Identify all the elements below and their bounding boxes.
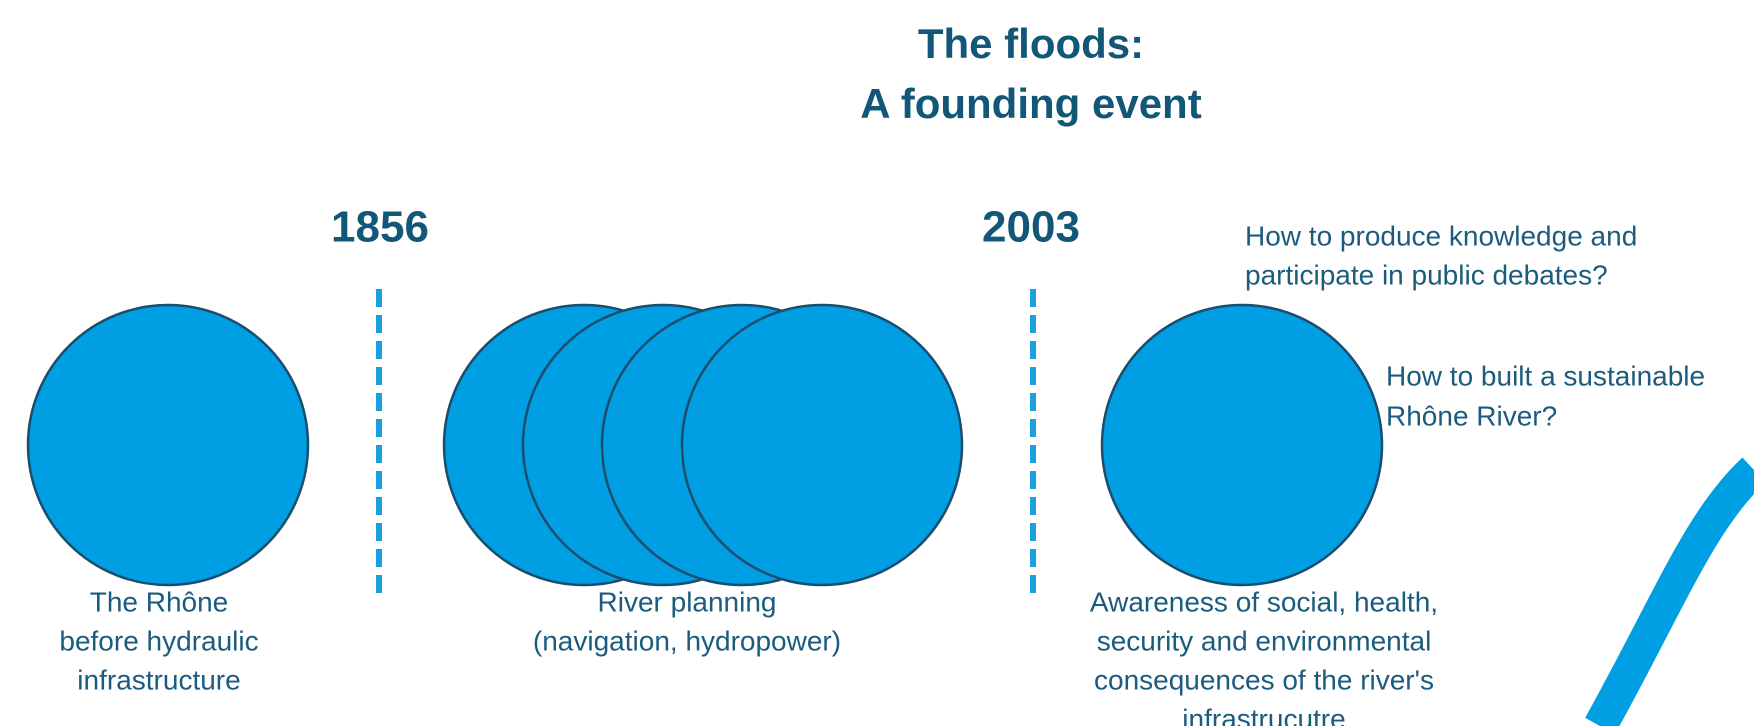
circle [28,305,308,585]
question: Rhône River? [1386,400,1557,431]
period-label: consequences of the river's [1094,664,1434,695]
circle [1102,305,1382,585]
period-label: security and environmental [1097,625,1432,656]
year: 2003 [982,203,1080,252]
period-label: infrastructure [77,664,240,695]
period-label: before hydraulic [59,625,258,656]
circle [682,305,962,585]
year: 1856 [331,203,429,252]
diagram: The floods: A founding event 1856 2003 T… [0,0,1754,726]
period-label: (navigation, hydropower) [533,625,841,656]
question: How to built a sustainable [1386,360,1705,391]
question: participate in public debates? [1245,259,1608,290]
decorative-curve [1600,470,1754,726]
period-label: The Rhône [90,586,229,617]
period-label: infrastrucutre [1182,703,1345,726]
title-line: The floods: [918,20,1144,67]
page: {"title": ["The floods:", "A founding ev… [0,0,1754,726]
question: How to produce knowledge and [1245,220,1637,251]
period-label: River planning [598,586,777,617]
title-line: A founding event [860,80,1201,127]
period-label: Awareness of social, health, [1090,586,1438,617]
